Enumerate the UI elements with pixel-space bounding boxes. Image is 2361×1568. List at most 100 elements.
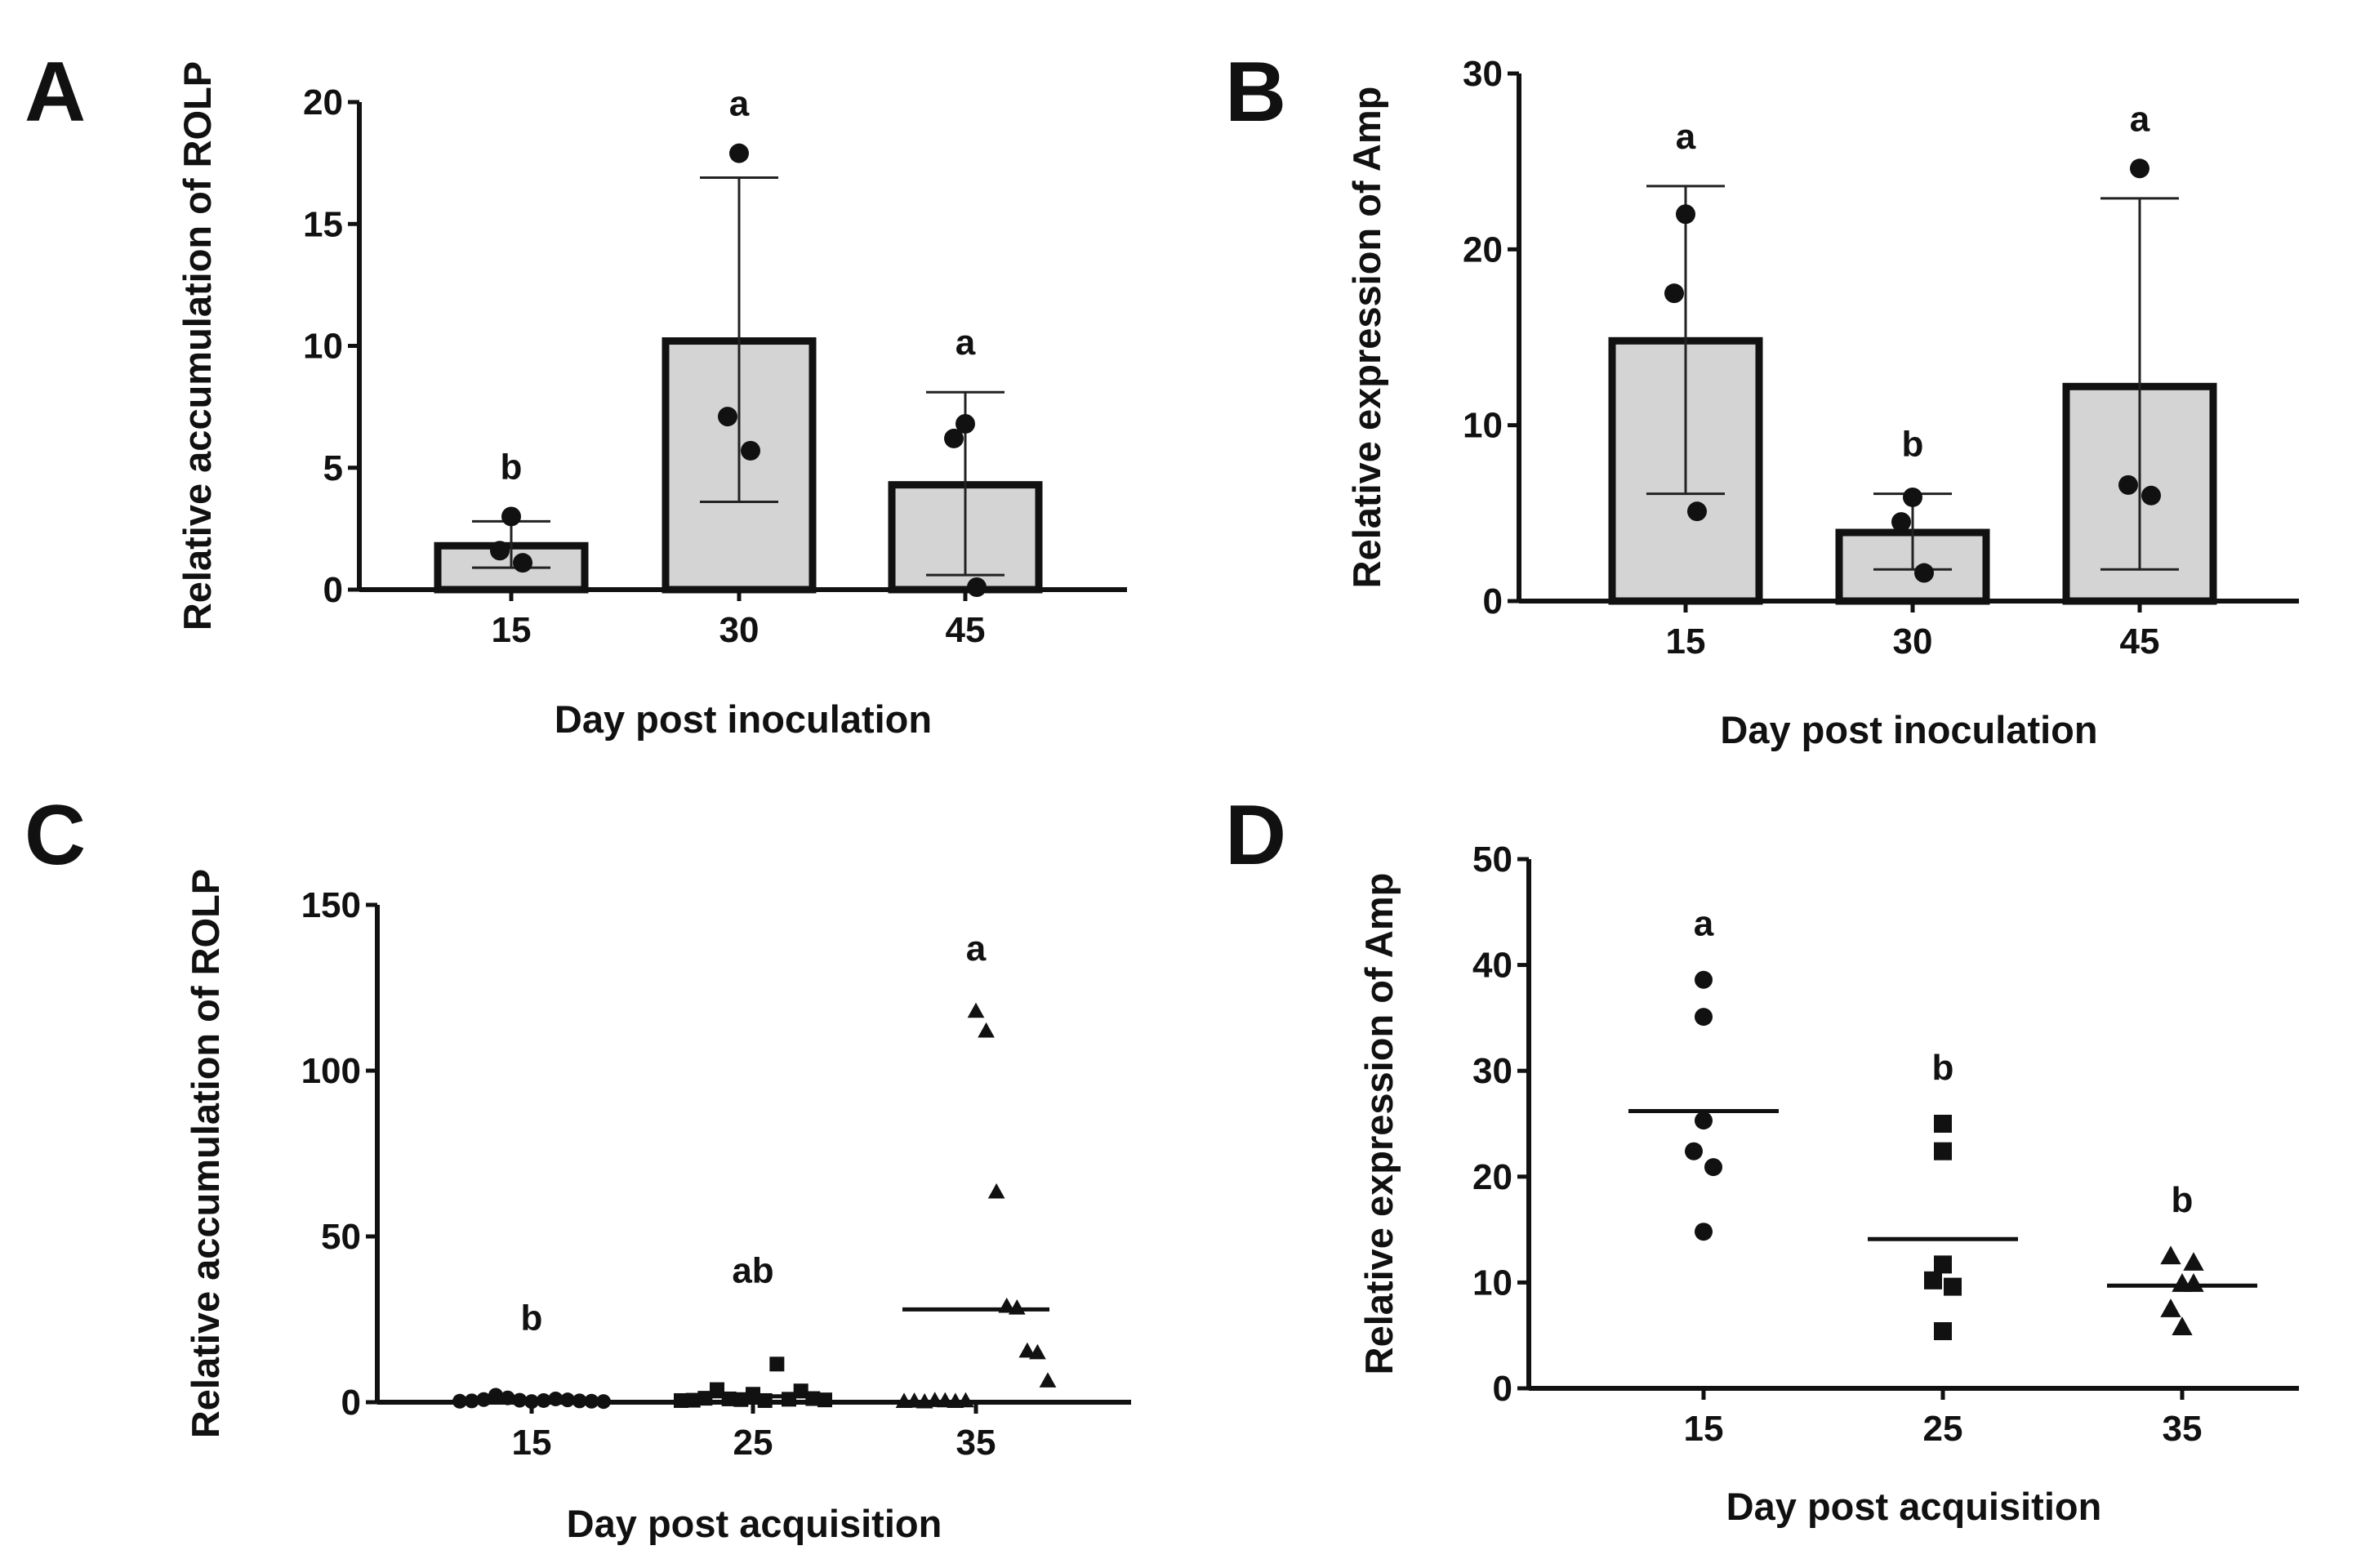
panel-b: B a b a 0 10 20 30 15 30 45 Day post inoculation Re… <box>1225 45 2299 751</box>
panel-c-y-tick-label-3: 150 <box>301 885 361 925</box>
panel-a-significance-label-2: a <box>956 323 976 363</box>
panel-d-point-2-1 <box>2183 1252 2204 1271</box>
panel-d-point-0-1 <box>1695 1008 1713 1027</box>
panel-b-point-2-2 <box>2141 485 2161 506</box>
panel-d-significance-label-1: b <box>1932 1048 1954 1088</box>
panel-b-x-axis-title: Day post inoculation <box>1720 708 2097 751</box>
panel-d-point-0-4 <box>1704 1158 1722 1177</box>
panel-d-point-2-0 <box>2160 1245 2181 1265</box>
panel-b-point-1-0 <box>1903 487 1922 507</box>
panel-a-y-tick-label-2: 10 <box>303 327 343 367</box>
panel-c-point-2-7 <box>967 1002 985 1018</box>
panel-c-x-axis-title: Day post acquisition <box>567 1502 942 1545</box>
panel-d-y-tick-label-5: 50 <box>1472 840 1512 880</box>
panel-d-x-tick-label-2: 35 <box>2163 1409 2203 1449</box>
panel-d-y-axis-title: Relative expression of Amp <box>1357 873 1401 1375</box>
panel-d-y-tick-label-1: 10 <box>1472 1263 1512 1303</box>
panel-c-x-tick-label-0: 15 <box>512 1423 552 1463</box>
panel-c-point-2-14 <box>1039 1372 1057 1388</box>
panel-d-x-axis-title: Day post acquisition <box>1726 1485 2102 1528</box>
panel-d-point-0-2 <box>1695 1111 1713 1130</box>
panel-b-point-1-1 <box>1891 512 1911 532</box>
panel-d-x-tick-label-0: 15 <box>1684 1409 1724 1449</box>
panel-b-point-0-1 <box>1664 283 1684 304</box>
panel-c-y-tick-label-2: 100 <box>301 1051 361 1091</box>
panel-a-x-tick-label-0: 15 <box>492 610 532 650</box>
panel-c-x-tick-label-1: 25 <box>733 1423 773 1463</box>
panel-a-point-2-0 <box>956 414 975 434</box>
panel-letter-b: B <box>1225 45 1286 140</box>
panel-c-significance-label-0: b <box>521 1298 543 1338</box>
panel-c-point-1-3 <box>710 1382 724 1397</box>
panel-a: A b a a 0 5 10 15 20 15 30 45 Day post inoculation R… <box>25 45 1127 741</box>
panel-c-point-2-12 <box>1018 1342 1036 1358</box>
panel-d-y-tick-label-0: 0 <box>1493 1369 1512 1409</box>
panel-b-point-2-0 <box>2130 158 2149 179</box>
panel-d-point-1-1 <box>1934 1142 1952 1160</box>
panel-d-point-2-3 <box>2160 1298 2181 1317</box>
panel-a-point-0-1 <box>490 541 510 561</box>
panel-d-point-0-5 <box>1695 1223 1713 1241</box>
panel-a-x-tick-label-2: 45 <box>946 610 986 650</box>
panel-a-y-tick-label-1: 5 <box>323 448 343 488</box>
panel-c: C b ab a 0 50 100 150 15 25 35 Day post acquisitio… <box>25 788 1131 1545</box>
panel-c-point-2-8 <box>978 1022 995 1038</box>
panel-a-x-axis-title: Day post inoculation <box>555 697 932 741</box>
panel-b-y-tick-label-2: 20 <box>1463 229 1503 270</box>
panel-a-significance-label-1: a <box>729 84 750 124</box>
panel-c-significance-label-2: a <box>966 929 987 969</box>
panel-c-y-tick-label-0: 0 <box>341 1383 361 1423</box>
panel-letter-a: A <box>25 45 86 140</box>
panel-a-point-0-0 <box>501 506 521 527</box>
panel-d-point-1-2 <box>1934 1255 1952 1274</box>
panel-c-y-tick-label-1: 50 <box>321 1217 361 1257</box>
panel-b-x-tick-label-2: 45 <box>2120 621 2160 662</box>
panel-d-x-tick-label-1: 25 <box>1923 1409 1963 1449</box>
panel-a-point-1-0 <box>729 143 749 163</box>
panel-b-point-0-2 <box>1687 501 1707 522</box>
panel-b-y-axis-title: Relative expression of Amp <box>1345 87 1388 589</box>
panel-c-point-2-13 <box>1029 1343 1046 1360</box>
panel-d-y-tick-label-2: 20 <box>1472 1157 1512 1197</box>
panel-b-significance-label-2: a <box>2130 99 2150 139</box>
panel-a-point-1-2 <box>741 440 760 461</box>
panel-b-y-tick-label-3: 30 <box>1463 54 1503 94</box>
panel-d-point-1-5 <box>1934 1322 1952 1341</box>
panel-b-significance-label-1: b <box>1902 425 1924 465</box>
panel-d-significance-label-0: a <box>1694 904 1714 944</box>
panel-a-point-0-2 <box>513 553 532 573</box>
panel-a-y-tick-label-4: 20 <box>303 82 343 122</box>
panel-d: D a b b 0 10 20 30 40 50 15 25 35 Day post acquisiti… <box>1225 788 2299 1528</box>
panel-d-point-1-4 <box>1944 1277 1962 1296</box>
panel-b-significance-label-0: a <box>1676 117 1696 157</box>
panel-b-x-tick-label-1: 30 <box>1893 621 1933 662</box>
panel-b-point-1-2 <box>1914 563 1934 583</box>
panel-b-y-tick-label-1: 10 <box>1463 406 1503 446</box>
panel-letter-c: C <box>25 788 86 883</box>
panel-d-point-0-3 <box>1685 1142 1703 1160</box>
panel-a-y-tick-label-3: 15 <box>303 204 343 244</box>
panel-b-point-0-0 <box>1676 204 1695 225</box>
panel-c-point-1-8 <box>769 1356 785 1372</box>
panel-b-x-tick-label-0: 15 <box>1666 621 1706 662</box>
panel-a-y-tick-label-0: 0 <box>323 570 343 610</box>
panel-d-point-1-3 <box>1924 1271 1942 1290</box>
panel-d-y-tick-label-3: 30 <box>1472 1051 1512 1091</box>
panel-b-point-2-1 <box>2118 474 2138 495</box>
panel-a-significance-label-0: b <box>501 447 523 487</box>
panel-c-x-tick-label-2: 35 <box>956 1423 996 1463</box>
panel-a-point-1-1 <box>718 407 737 427</box>
panel-a-x-tick-label-1: 30 <box>719 610 760 650</box>
panel-d-point-0-0 <box>1695 970 1713 989</box>
panel-c-point-2-9 <box>987 1183 1005 1199</box>
panel-a-point-2-1 <box>944 428 964 448</box>
panel-d-y-tick-label-4: 40 <box>1472 946 1512 986</box>
panel-c-y-axis-title: Relative accumulation of ROLP <box>184 869 227 1438</box>
panel-a-y-axis-title: Relative accumulation of ROLP <box>176 61 219 630</box>
panel-c-significance-label-1: ab <box>732 1250 773 1290</box>
panel-b-y-tick-label-0: 0 <box>1483 581 1503 621</box>
panel-letter-d: D <box>1225 788 1286 883</box>
panel-d-significance-label-2: b <box>2172 1180 2194 1220</box>
